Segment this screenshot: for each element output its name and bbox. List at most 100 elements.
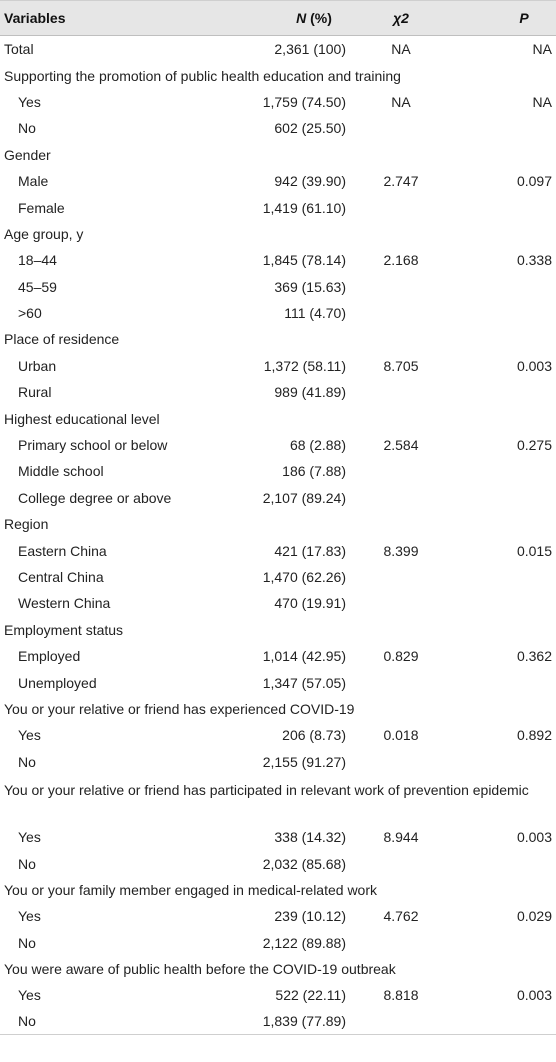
row-label: >60 xyxy=(18,305,42,322)
table-section-row: You were aware of public health before t… xyxy=(0,956,556,982)
table-row: Yes 338 (14.32) 8.944 0.003 xyxy=(0,824,556,850)
cell-n: 111 (4.70) xyxy=(284,305,346,322)
cell-n: 421 (17.83) xyxy=(274,542,346,559)
table-row: Primary school or below 68 (2.88) 2.584 0.2… xyxy=(0,432,556,458)
row-label: No xyxy=(18,120,36,137)
table-row: No 2,122 (89.88) xyxy=(0,930,556,956)
table-section-row: You or your relative or friend has exper… xyxy=(0,696,556,722)
row-label: No xyxy=(18,753,36,770)
header-p: P xyxy=(519,10,529,26)
table-row: Unemployed 1,347 (57.05) xyxy=(0,669,556,695)
table-row: Yes 206 (8.73) 0.018 0.892 xyxy=(0,722,556,748)
cell-p: 0.362 xyxy=(516,648,552,665)
section-label: Age group, y xyxy=(4,225,84,242)
cell-n: 470 (19.91) xyxy=(274,595,346,612)
table-row: Central China 1,470 (62.26) xyxy=(0,564,556,590)
cell-chi: 8.944 xyxy=(383,829,419,846)
section-label: You or your relative or friend has exper… xyxy=(4,700,355,717)
row-label: 18–44 xyxy=(18,252,57,269)
cell-chi: 0.829 xyxy=(383,648,419,665)
table-section-row: You or your family member engaged in med… xyxy=(0,877,556,903)
row-label: Yes xyxy=(18,908,41,925)
table-row: Rural 989 (41.89) xyxy=(0,379,556,405)
cell-chi: NA xyxy=(391,41,411,58)
row-label: 45–59 xyxy=(18,278,57,295)
header-n: N (%) xyxy=(232,10,346,26)
cell-n: 338 (14.32) xyxy=(274,829,346,846)
section-label: Employment status xyxy=(4,621,124,638)
table-row: No 2,032 (85.68) xyxy=(0,850,556,876)
cell-n: 2,122 (89.88) xyxy=(262,934,346,951)
table-row: >60 111 (4.70) xyxy=(0,300,556,326)
section-label: You or your relative or friend has parti… xyxy=(4,781,529,798)
row-label: Urban xyxy=(18,357,57,374)
section-label: You were aware of public health before t… xyxy=(4,961,396,978)
row-label: College degree or above xyxy=(18,489,172,506)
table-section-row: Place of residence xyxy=(0,326,556,352)
row-label: Middle school xyxy=(18,463,104,480)
row-label: Eastern China xyxy=(18,542,107,559)
cell-n: 2,107 (89.24) xyxy=(262,489,346,506)
cell-p: NA xyxy=(532,41,552,58)
row-label: Employed xyxy=(18,648,81,665)
cell-n: 206 (8.73) xyxy=(282,727,346,744)
table-row: No 2,155 (91.27) xyxy=(0,749,556,775)
header-chi: χ2 xyxy=(393,10,409,26)
table-row: Male 942 (39.90) 2.747 0.097 xyxy=(0,168,556,194)
cell-n: 1,347 (57.05) xyxy=(262,674,346,691)
row-label: Yes xyxy=(18,987,41,1004)
cell-chi: 2.584 xyxy=(383,437,419,454)
cell-p: 0.275 xyxy=(516,437,552,454)
cell-n: 369 (15.63) xyxy=(274,278,346,295)
cell-chi: 2.747 xyxy=(383,173,419,190)
table-row: 45–59 369 (15.63) xyxy=(0,274,556,300)
section-label: Place of residence xyxy=(4,331,120,348)
cell-chi: 4.762 xyxy=(383,908,419,925)
table-row: Yes 522 (22.11) 8.818 0.003 xyxy=(0,982,556,1008)
cell-n: 1,845 (78.14) xyxy=(262,252,346,269)
cell-n: 1,839 (77.89) xyxy=(262,1013,346,1030)
cell-n: 1,014 (42.95) xyxy=(262,648,346,665)
cell-chi: 0.018 xyxy=(383,727,419,744)
row-label: Primary school or below xyxy=(18,437,168,454)
row-label: Yes xyxy=(18,829,41,846)
table-row: Middle school 186 (7.88) xyxy=(0,458,556,484)
table-section-row: Region xyxy=(0,511,556,537)
cell-chi: NA xyxy=(391,93,411,110)
row-label: Yes xyxy=(18,93,41,110)
row-label: Rural xyxy=(18,384,52,401)
table-row: Yes 239 (10.12) 4.762 0.029 xyxy=(0,903,556,929)
row-label: Total xyxy=(4,41,34,58)
cell-n: 239 (10.12) xyxy=(274,908,346,925)
cell-p: 0.029 xyxy=(516,908,552,925)
header-n-letter: N xyxy=(296,10,307,26)
section-label: Supporting the promotion of public healt… xyxy=(4,67,401,84)
table-row: Total 2,361 (100) NA NA xyxy=(0,36,556,62)
section-label: Gender xyxy=(4,146,51,163)
header-variables: Variables xyxy=(4,10,66,26)
row-label: No xyxy=(18,855,36,872)
row-label: Western China xyxy=(18,595,111,612)
cell-p: 0.097 xyxy=(516,173,552,190)
table-section-row: You or your relative or friend has parti… xyxy=(0,775,556,824)
table-section-row: Gender xyxy=(0,142,556,168)
table-section-row: Highest educational level xyxy=(0,405,556,431)
cell-n: 2,155 (91.27) xyxy=(262,753,346,770)
table-row: Western China 470 (19.91) xyxy=(0,590,556,616)
section-label: Highest educational level xyxy=(4,410,160,427)
cell-n: 942 (39.90) xyxy=(274,173,346,190)
cell-n: 1,470 (62.26) xyxy=(262,569,346,585)
header-n-suffix: (%) xyxy=(306,10,332,26)
table-row: College degree or above 2,107 (89.24) xyxy=(0,485,556,511)
table-row: 18–44 1,845 (78.14) 2.168 0.338 xyxy=(0,247,556,273)
cell-n: 2,361 (100) xyxy=(274,41,346,58)
cell-n: 1,372 (58.11) xyxy=(263,357,346,374)
cell-p: 0.003 xyxy=(516,987,552,1004)
cell-p: 0.338 xyxy=(516,252,552,269)
data-table: Variables N (%) χ2 P Total 2,361 (100) NA N… xyxy=(0,0,556,1036)
cell-n: 1,759 (74.50) xyxy=(262,93,346,110)
table-section-row: Employment status xyxy=(0,617,556,643)
row-label: Female xyxy=(18,199,65,216)
table-row: Employed 1,014 (42.95) 0.829 0.362 xyxy=(0,643,556,669)
row-label: Unemployed xyxy=(18,674,97,691)
